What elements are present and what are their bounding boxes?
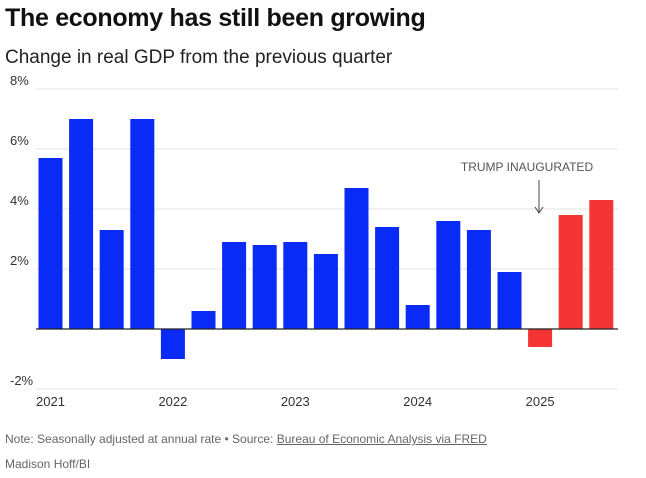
bar — [589, 200, 614, 329]
source-note: Note: Seasonally adjusted at annual rate… — [5, 432, 487, 446]
credit-line: Madison Hoff/BI — [5, 457, 91, 471]
bar — [38, 158, 63, 329]
bar — [313, 254, 338, 329]
note-text: Note: Seasonally adjusted at annual rate… — [5, 432, 277, 446]
y-tick-label: 6% — [10, 133, 29, 148]
annotation-arrow-head — [534, 206, 544, 214]
bar — [283, 242, 308, 329]
x-tick-label: 2024 — [403, 394, 432, 409]
bar — [436, 221, 461, 329]
bar — [528, 329, 553, 347]
y-tick-label: 4% — [10, 193, 29, 208]
bar — [405, 305, 430, 329]
y-tick-label: 8% — [10, 73, 29, 88]
bar — [130, 119, 155, 329]
y-tick-label: -2% — [10, 373, 34, 388]
axis: -2% 2% 4% 6% 8% 2021 2022 2023 2024 2025 — [10, 73, 618, 409]
bar — [99, 230, 124, 329]
x-tick-label: 2021 — [36, 394, 65, 409]
annotation-label: TRUMP INAUGURATED — [461, 160, 594, 174]
x-tick-label: 2025 — [526, 394, 555, 409]
x-tick-label: 2022 — [158, 394, 187, 409]
source-link[interactable]: Bureau of Economic Analysis via FRED — [276, 432, 487, 446]
bar — [344, 188, 369, 329]
bar — [191, 311, 216, 329]
y-tick-label: 2% — [10, 253, 29, 268]
bar — [160, 329, 185, 359]
bars — [38, 119, 614, 359]
bar — [497, 272, 522, 329]
chart-subtitle: Change in real GDP from the previous qua… — [5, 47, 393, 68]
gdp-bar-chart: -2% 2% 4% 6% 8% 2021 2022 2023 2024 2025 TRUMP IN… — [10, 73, 618, 409]
bar — [375, 227, 400, 329]
bar — [252, 245, 277, 329]
bar — [466, 230, 491, 329]
bar — [69, 119, 94, 329]
bar — [558, 215, 583, 329]
bar — [222, 242, 247, 329]
annotation: TRUMP INAUGURATED — [461, 160, 594, 214]
x-tick-label: 2023 — [281, 394, 310, 409]
chart-title: The economy has still been growing — [5, 4, 426, 32]
